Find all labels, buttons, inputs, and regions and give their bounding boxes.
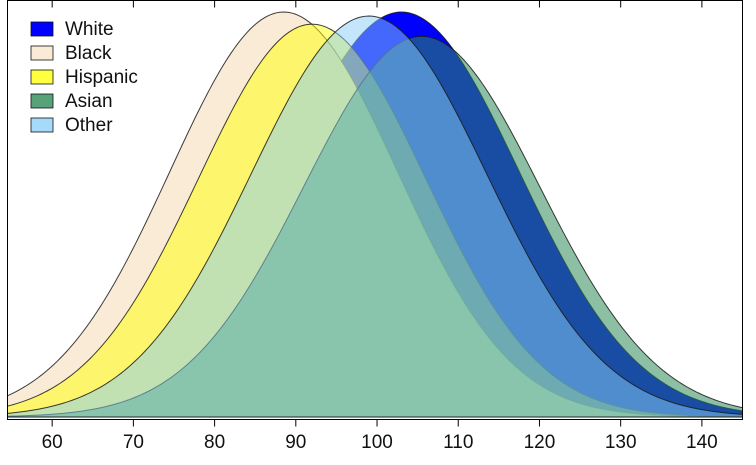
x-tick-label-90: 90 — [285, 432, 306, 453]
legend: White Black Hispanic Asian Other — [30, 19, 138, 136]
distribution-areas — [7, 11, 743, 418]
legend-swatch-black — [30, 45, 54, 61]
legend-label-black: Black — [65, 43, 112, 64]
legend-label-other: Other — [65, 115, 113, 136]
plot-frame — [7, 0, 743, 420]
legend-swatch-other — [30, 117, 54, 133]
x-tick-label-70: 70 — [123, 432, 144, 453]
area-other — [7, 15, 743, 418]
legend-label-asian: Asian — [65, 91, 113, 112]
x-tick-label-100: 100 — [361, 432, 393, 453]
legend-label-hispanic: Hispanic — [65, 67, 138, 88]
x-tick-label-110: 110 — [443, 432, 473, 453]
x-tick-label-120: 120 — [524, 432, 556, 453]
x-tick-label-130: 130 — [605, 432, 637, 453]
legend-swatch-hispanic — [30, 69, 54, 85]
x-axis: 60 70 80 90 100 110 120 130 140 — [42, 0, 718, 453]
legend-label-white: White — [65, 19, 114, 40]
legend-swatch-asian — [30, 93, 54, 109]
legend-swatch-white — [30, 21, 54, 37]
x-tick-label-60: 60 — [42, 432, 63, 453]
x-tick-label-80: 80 — [204, 432, 225, 453]
x-tick-label-140: 140 — [686, 432, 718, 453]
